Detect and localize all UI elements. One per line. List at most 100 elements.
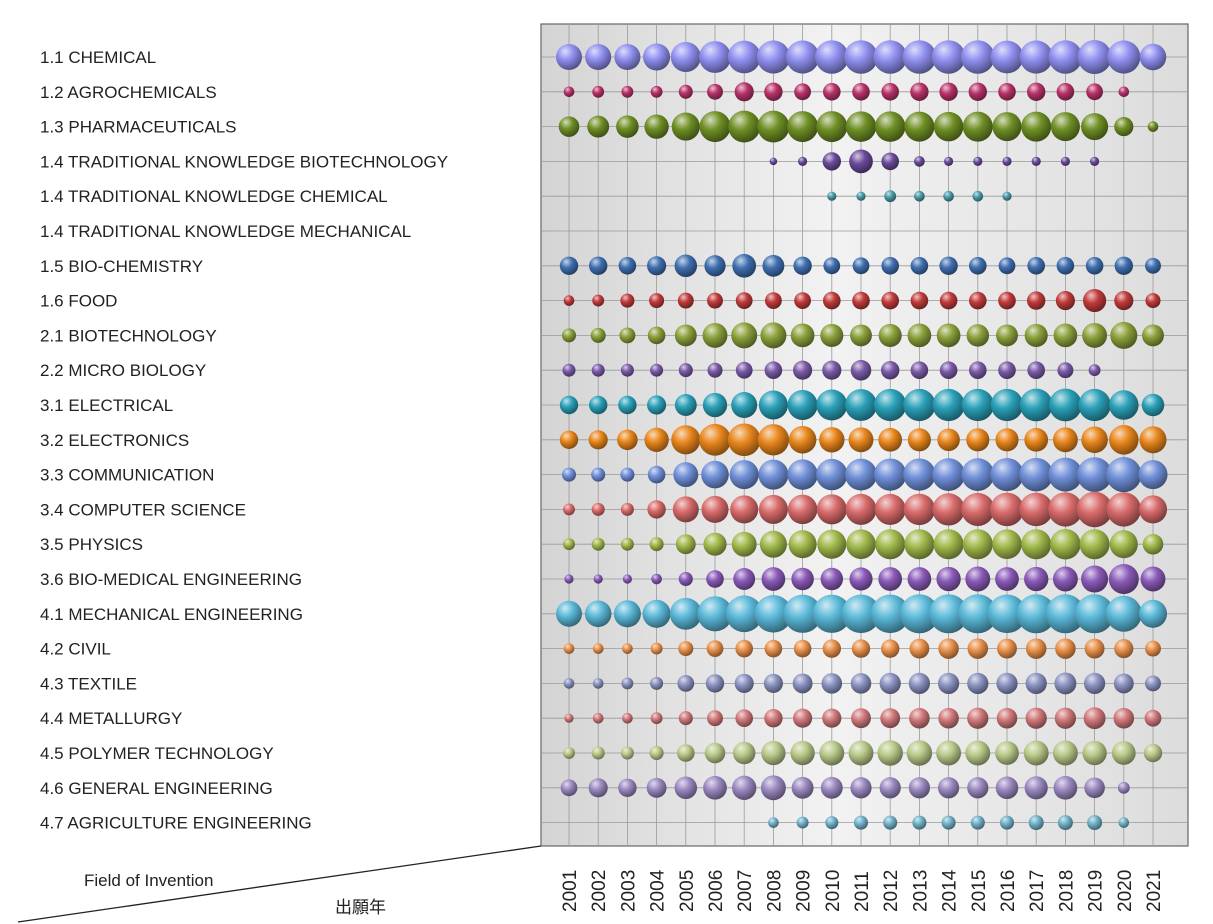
bubble-4-1-mechanical-engineering-2010 <box>812 594 851 633</box>
bubble-4-2-civil-2019 <box>1084 638 1105 659</box>
row-label: 1.3 PHARMACEUTICALS <box>40 118 237 137</box>
bubble-1-2-agrochemicals-2015 <box>968 82 987 101</box>
bubble-1-5-bio-chemistry-2013 <box>910 256 929 275</box>
bubble-3-1-electrical-2008 <box>758 390 788 420</box>
bubble-1-2-agrochemicals-2009 <box>794 83 811 101</box>
bubble-3-1-electrical-2001 <box>559 395 579 415</box>
bubble-3-3-communication-2012 <box>874 458 907 491</box>
bubble-1-2-agrochemicals-2003 <box>621 85 634 98</box>
bubble-4-4-metallurgy-2008 <box>764 709 783 728</box>
bubble-3-6-bio-medical-engineering-2015 <box>965 566 991 592</box>
bubble-1-1-chemical-2021 <box>1139 43 1167 71</box>
bubble-2-1-biotechnology-2021 <box>1142 324 1164 347</box>
bubble-4-4-metallurgy-2005 <box>678 711 693 726</box>
bubble-1-3-pharmaceuticals-2019 <box>1081 113 1109 141</box>
bubble-3-2-electronics-2018 <box>1052 427 1078 453</box>
bubble-4-1-mechanical-engineering-2016 <box>987 594 1027 634</box>
bubble-3-2-electronics-2007 <box>727 423 761 457</box>
year-label-2001: 2001 <box>560 870 581 912</box>
bubble-3-1-electrical-2005 <box>674 394 697 416</box>
bubble-3-6-bio-medical-engineering-2021 <box>1140 566 1166 592</box>
bubble-1-5-bio-chemistry-2009 <box>793 256 812 275</box>
bubble-3-4-computer-science-2014 <box>932 493 965 526</box>
bubble-3-2-electronics-2020 <box>1109 425 1139 455</box>
bubble-3-4-computer-science-2006 <box>701 495 729 523</box>
bubble-4-6-general-engineering-2016 <box>995 776 1019 800</box>
bubble-3-2-electronics-2002 <box>588 430 608 450</box>
bubble-3-3-communication-2019 <box>1077 457 1113 493</box>
bubble-3-5-physics-2010 <box>817 529 847 559</box>
bubble-2-2-micro-biology-2016 <box>998 361 1016 380</box>
bubble-4-1-mechanical-engineering-2018 <box>1045 594 1085 634</box>
bubble-3-1-electrical-2010 <box>816 389 848 421</box>
corner-diagonal <box>17 845 542 923</box>
bubble-1-3-pharmaceuticals-2008 <box>757 110 790 143</box>
bubble-2-1-biotechnology-2012 <box>878 323 902 347</box>
bubble-4-4-metallurgy-2006 <box>707 710 723 727</box>
bubble-4-1-mechanical-engineering-2008 <box>754 595 793 633</box>
bubble-3-3-communication-2013 <box>903 458 936 491</box>
bubble-1-2-agrochemicals-2007 <box>734 82 754 102</box>
bubble-3-2-electronics-2014 <box>937 428 960 452</box>
bubble-1-6-food-2007 <box>735 292 753 309</box>
bubble-4-2-civil-2008 <box>764 639 783 658</box>
bubble-4-5-polymer-technology-2020 <box>1111 741 1136 765</box>
bubble-3-1-electrical-2017 <box>1019 388 1053 422</box>
bubble-1-1-chemical-2001 <box>556 44 582 70</box>
bubble-1-3-pharmaceuticals-2005 <box>671 112 700 141</box>
bubble-3-1-electrical-2006 <box>702 392 728 418</box>
bubble-4-7-agriculture-engineering-2014 <box>941 815 956 830</box>
bubble-1-6-food-2008 <box>765 292 782 309</box>
bubble-1-3-pharmaceuticals-2007 <box>728 110 761 143</box>
bubble-4-5-polymer-technology-2012 <box>877 740 903 766</box>
bubble-4-3-textile-2013 <box>908 672 931 695</box>
bubble-4-6-general-engineering-2007 <box>732 775 757 800</box>
bubble-3-5-physics-2015 <box>962 529 993 560</box>
bubble-4-6-general-engineering-2001 <box>560 779 578 797</box>
bubble-3-6-bio-medical-engineering-2009 <box>791 567 814 591</box>
bubble-3-1-electrical-2020 <box>1109 390 1139 420</box>
bubble-3-4-computer-science-2011 <box>845 493 877 525</box>
bubble-3-6-bio-medical-engineering-2020 <box>1108 563 1139 595</box>
bubble-3-1-electrical-2003 <box>618 395 637 415</box>
bubble-1-4-traditional-knowledge-biotechnology-2010 <box>822 152 841 171</box>
row-header-label: Field of Invention <box>84 871 213 890</box>
bubble-4-1-mechanical-engineering-2019 <box>1075 594 1115 634</box>
bubble-1-6-food-2021 <box>1145 293 1161 309</box>
bubble-2-1-biotechnology-2001 <box>561 328 577 343</box>
bubble-4-5-polymer-technology-2010 <box>819 740 845 766</box>
bubble-2-1-biotechnology-2017 <box>1024 323 1048 347</box>
bubble-1-2-agrochemicals-2018 <box>1056 82 1075 101</box>
bubble-2-2-micro-biology-2014 <box>939 361 958 380</box>
bubble-3-1-electrical-2018 <box>1049 388 1082 422</box>
bubble-4-7-agriculture-engineering-2011 <box>853 815 869 830</box>
bubble-1-1-chemical-2003 <box>614 44 641 70</box>
bubble-1-6-food-2003 <box>620 293 635 308</box>
bubble-3-5-physics-2020 <box>1109 530 1138 559</box>
bubble-1-6-food-2015 <box>968 291 987 310</box>
bubble-2-2-micro-biology-2012 <box>881 361 900 380</box>
bubble-1-2-agrochemicals-2006 <box>707 83 723 100</box>
bubble-3-5-physics-2018 <box>1050 528 1081 560</box>
bubble-2-1-biotechnology-2013 <box>907 323 932 348</box>
bubble-1-5-bio-chemistry-2007 <box>732 253 757 278</box>
bubble-1-1-chemical-2010 <box>815 40 849 74</box>
bubble-4-5-polymer-technology-2014 <box>936 740 962 766</box>
bubble-4-4-metallurgy-2015 <box>967 707 989 729</box>
bubble-1-5-bio-chemistry-2019 <box>1085 256 1104 275</box>
bubble-4-6-general-engineering-2017 <box>1024 776 1048 800</box>
bubble-2-2-micro-biology-2011 <box>850 359 872 381</box>
bubble-1-1-chemical-2008 <box>756 40 790 74</box>
bubble-4-2-civil-2016 <box>997 638 1017 659</box>
bubble-1-2-agrochemicals-2002 <box>592 85 605 98</box>
bubble-1-5-bio-chemistry-2020 <box>1114 256 1133 275</box>
year-label-2004: 2004 <box>648 869 669 912</box>
bubble-4-5-polymer-technology-2004 <box>649 745 664 761</box>
bubble-1-5-bio-chemistry-2006 <box>704 255 726 277</box>
bubble-4-7-agriculture-engineering-2008 <box>768 817 779 828</box>
bubble-3-1-electrical-2021 <box>1141 393 1165 417</box>
bubble-3-5-physics-2019 <box>1079 529 1110 560</box>
bubble-4-6-general-engineering-2015 <box>967 777 989 799</box>
bubble-1-1-chemical-2017 <box>1019 40 1053 74</box>
bubble-1-6-food-2011 <box>852 291 870 310</box>
